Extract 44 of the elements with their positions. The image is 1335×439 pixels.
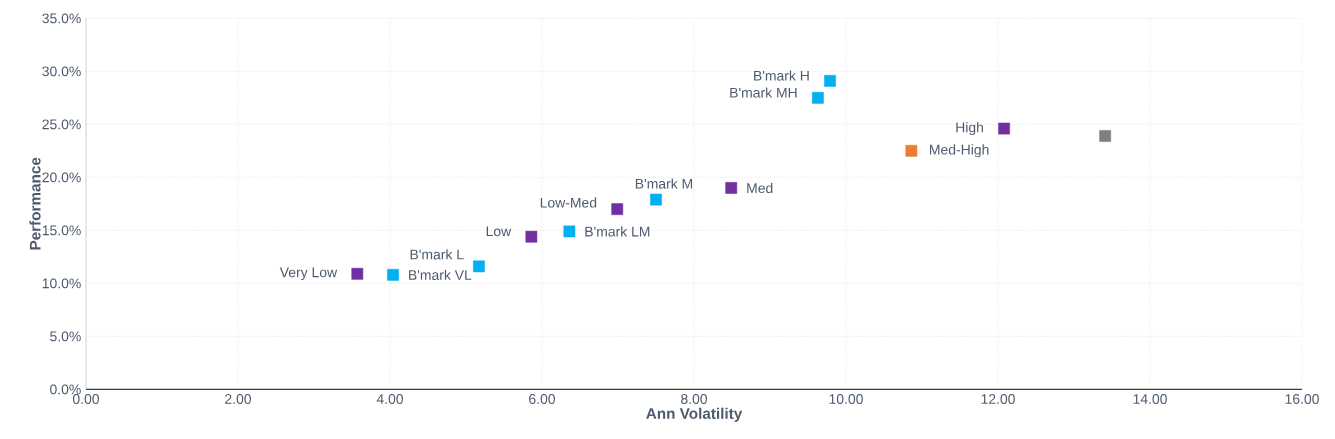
x-tick-label: 10.00 bbox=[829, 394, 863, 404]
x-tick-label: 8.00 bbox=[681, 394, 708, 404]
x-tick-label: 14.00 bbox=[1133, 394, 1167, 404]
x-tick-label: 2.00 bbox=[225, 394, 252, 404]
annotation: Very Low bbox=[279, 267, 338, 281]
x-tick-label: 12.00 bbox=[981, 394, 1015, 404]
y-tick-label: 35.0% bbox=[42, 13, 81, 24]
y-tick-label: 20.0% bbox=[42, 172, 81, 183]
annotation: B'mark VL bbox=[409, 269, 472, 280]
x-tick-label: 16.00 bbox=[1285, 394, 1319, 404]
x-tick-label: 4.00 bbox=[376, 394, 404, 404]
point bbox=[473, 260, 485, 273]
annotation: B'mark MH bbox=[730, 87, 797, 98]
point bbox=[351, 267, 364, 280]
y-tick-label: 30.0% bbox=[42, 66, 81, 77]
y-tick-label: 15.0% bbox=[42, 225, 81, 236]
y-tick-label: 0.0% bbox=[50, 384, 81, 395]
y-tick-label: 5.0% bbox=[50, 331, 81, 342]
point bbox=[525, 230, 538, 243]
point bbox=[563, 225, 576, 238]
x-tick-label: 6.00 bbox=[529, 394, 556, 404]
x-axis-title: Ann Volatility bbox=[646, 407, 743, 422]
annotation: Low bbox=[486, 226, 512, 237]
annotation: B'mark M bbox=[635, 178, 693, 189]
point bbox=[387, 269, 399, 281]
annotation: B'mark H bbox=[754, 70, 809, 81]
point bbox=[650, 193, 662, 206]
point bbox=[824, 75, 836, 87]
x-tick-label: 0.00 bbox=[72, 394, 100, 404]
y-tick-label: 25.0% bbox=[42, 119, 81, 130]
annotation: Med bbox=[747, 182, 773, 194]
point bbox=[998, 122, 1010, 135]
point bbox=[1099, 130, 1112, 142]
y-tick-label: 10.0% bbox=[42, 278, 81, 289]
annotation: High bbox=[956, 122, 983, 136]
annotation: B'mark L bbox=[410, 249, 464, 260]
annotation: Med-High bbox=[930, 144, 989, 158]
point bbox=[905, 144, 918, 157]
point bbox=[812, 91, 824, 104]
annotation: Low-Med bbox=[540, 197, 597, 208]
annotation: B'mark LM bbox=[585, 226, 650, 237]
y-axis-title: Performance bbox=[29, 157, 41, 250]
point bbox=[611, 203, 624, 215]
point bbox=[725, 182, 738, 194]
